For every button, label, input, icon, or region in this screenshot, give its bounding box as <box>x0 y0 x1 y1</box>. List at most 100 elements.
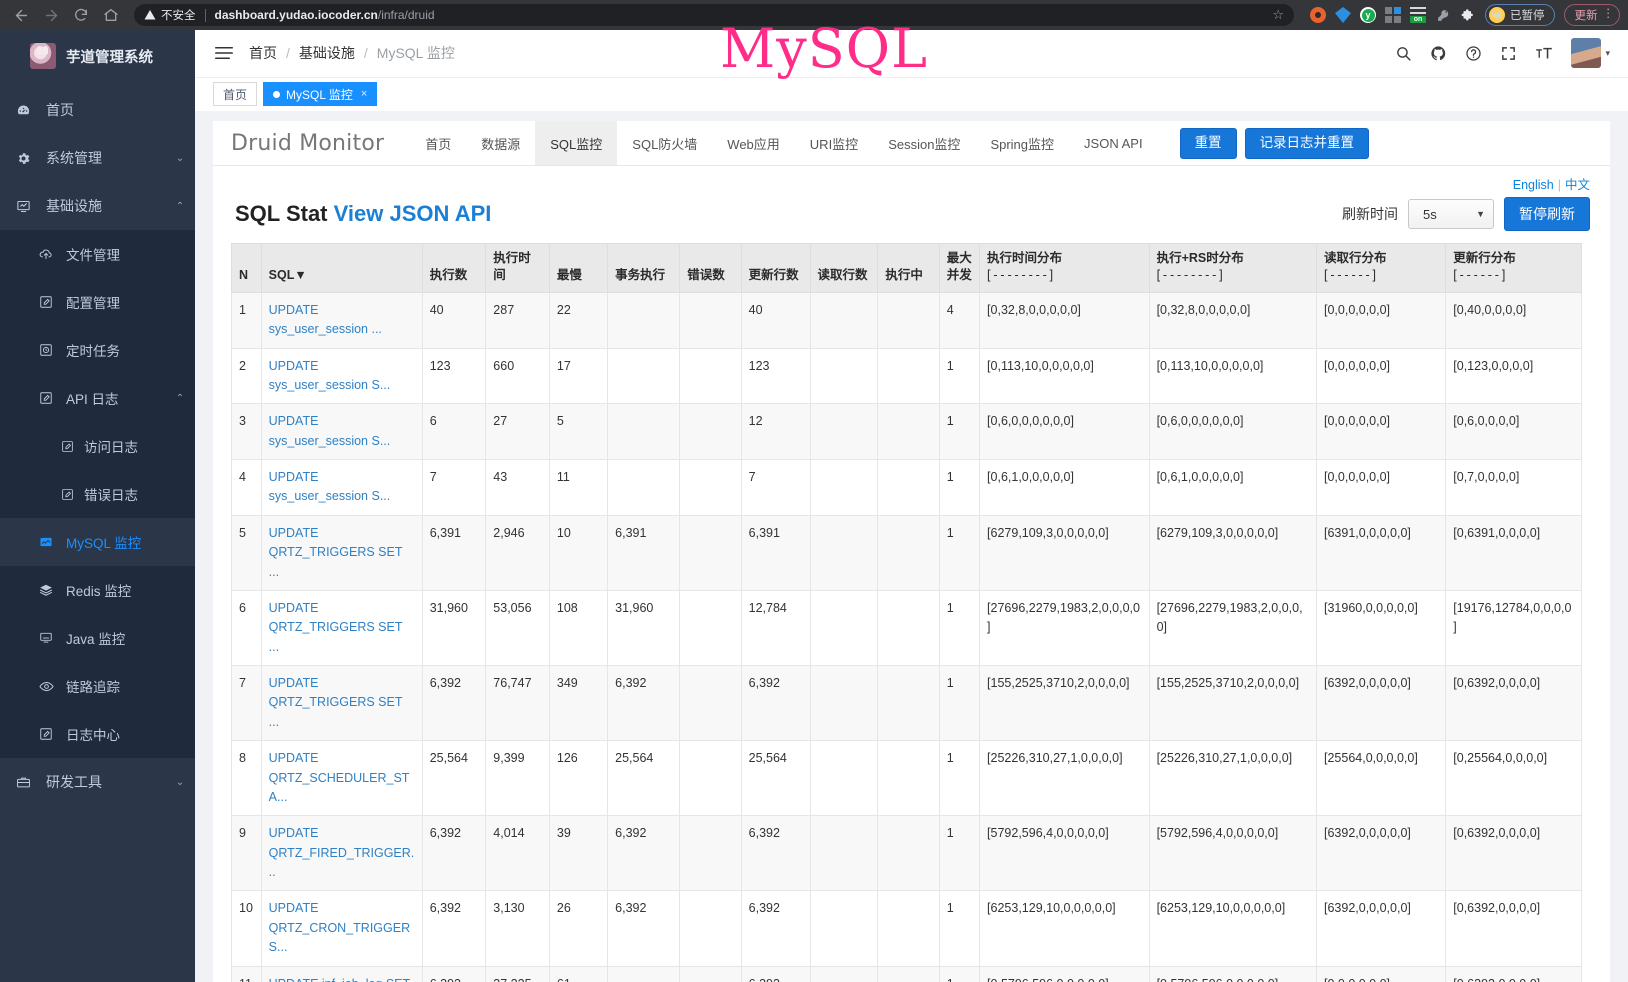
log-and-reset-button[interactable]: 记录日志并重置 <box>1244 127 1370 159</box>
extension-diamond-icon[interactable] <box>1335 7 1351 23</box>
sidebar-item-dev-tools[interactable]: 研发工具 ⌄ <box>0 758 195 806</box>
search-icon[interactable] <box>1395 45 1412 62</box>
druid-nav-home[interactable]: 首页 <box>425 136 452 152</box>
cell-sql[interactable]: UPDATE QRTZ_TRIGGERS SET ... <box>260 589 423 667</box>
user-avatar-menu[interactable]: ▾ <box>1571 38 1610 69</box>
cell-sql[interactable]: UPDATE sys_user_session S... <box>260 403 423 461</box>
col-exec-rs-dist[interactable]: 执行+RS时分布[ - - - - - - - - ] <box>1148 243 1318 293</box>
druid-nav-sql-firewall[interactable]: SQL防火墙 <box>632 136 698 152</box>
sql-link[interactable]: UPDATE sys_user_session S... <box>268 358 391 392</box>
forward-arrow-icon[interactable] <box>38 2 64 28</box>
breadcrumb-item-home[interactable]: 首页 <box>249 45 277 62</box>
hamburger-icon[interactable] <box>213 46 235 60</box>
cell-sql[interactable]: UPDATE QRTZ_CRON_TRIGGERS... <box>260 890 423 967</box>
sidebar-item-label: Redis 监控 <box>66 584 132 599</box>
col-update-rows[interactable]: 更新行数 <box>740 243 811 293</box>
col-max-concurrent[interactable]: 最大并发 <box>938 243 981 293</box>
col-running[interactable]: 执行中 <box>877 243 940 293</box>
language-chinese-link[interactable]: 中文 <box>1564 178 1590 193</box>
refresh-interval-select[interactable]: 5s ▼ <box>1408 199 1494 230</box>
reload-icon[interactable] <box>68 2 94 28</box>
sidebar-item-java-monitor[interactable]: Java 监控 <box>0 614 195 662</box>
sql-link[interactable]: UPDATE QRTZ_TRIGGERS SET ... <box>268 525 403 579</box>
druid-nav-uri-monitor[interactable]: URI监控 <box>809 136 859 152</box>
address-bar[interactable]: 不安全 dashboard.yudao.iocoder.cn /infra/dr… <box>134 4 1294 26</box>
cell-sql[interactable]: UPDATE sys_user_session S... <box>260 347 423 405</box>
sidebar-item-infra[interactable]: 基础设施 ⌃ <box>0 182 195 230</box>
sql-link[interactable]: UPDATE inf_job_log SET e... <box>269 977 410 982</box>
sidebar-brand[interactable]: 芋道管理系统 <box>0 30 195 82</box>
help-icon[interactable] <box>1465 45 1482 62</box>
sql-link[interactable]: UPDATE QRTZ_CRON_TRIGGERS... <box>268 901 411 955</box>
font-size-icon[interactable] <box>1535 45 1553 62</box>
col-transaction[interactable]: 事务执行 <box>607 243 681 293</box>
sidebar-item-mysql-monitor[interactable]: MySQL 监控 <box>0 518 195 566</box>
github-icon[interactable] <box>1430 45 1447 62</box>
back-arrow-icon[interactable] <box>8 2 34 28</box>
sidebar-item-scheduled-task[interactable]: 定时任务 <box>0 326 195 374</box>
pause-refresh-button[interactable]: 暂停刷新 <box>1504 197 1590 232</box>
tab-home[interactable]: 首页 <box>213 82 258 107</box>
col-sql[interactable]: SQL▼ <box>260 243 423 293</box>
cell-sql[interactable]: UPDATE QRTZ_SCHEDULER_STA... <box>260 740 423 817</box>
fullscreen-icon[interactable] <box>1500 45 1517 62</box>
sidebar-item-redis-monitor[interactable]: Redis 监控 <box>0 566 195 614</box>
druid-nav-datasource[interactable]: 数据源 <box>481 136 521 152</box>
sql-link[interactable]: UPDATE QRTZ_FIRED_TRIGGER... <box>268 826 415 880</box>
sidebar-item-access-log[interactable]: 访问日志 <box>0 422 195 470</box>
col-read-row-dist[interactable]: 读取行分布[ - - - - - - ] <box>1315 243 1447 293</box>
druid-nav-spring-monitor[interactable]: Spring监控 <box>990 136 1055 152</box>
col-read-rows[interactable]: 读取行数 <box>809 243 879 293</box>
view-json-api-link[interactable]: View JSON API <box>333 201 492 227</box>
breadcrumb-item-infra[interactable]: 基础设施 <box>298 45 355 62</box>
sidebar-item-trace[interactable]: 链路追踪 <box>0 662 195 710</box>
sidebar-item-config-manage[interactable]: 配置管理 <box>0 278 195 326</box>
chrome-menu-icon[interactable]: ⋮ <box>1602 8 1615 21</box>
extensions-puzzle-icon[interactable] <box>1460 7 1476 23</box>
cell-sql[interactable]: UPDATE QRTZ_TRIGGERS SET ... <box>260 665 423 742</box>
profile-paused-chip[interactable]: 😀 已暂停 <box>1485 4 1555 26</box>
language-english-link[interactable]: English <box>1512 178 1554 193</box>
close-icon[interactable]: × <box>360 88 368 101</box>
druid-nav-json-api[interactable]: JSON API <box>1084 135 1143 151</box>
tab-mysql-monitor[interactable]: MySQL 监控 × <box>263 82 378 107</box>
druid-nav-web-app[interactable]: Web应用 <box>727 136 780 152</box>
druid-nav-session-monitor[interactable]: Session监控 <box>888 136 961 152</box>
sql-link[interactable]: UPDATE sys_user_session S... <box>268 414 391 448</box>
sidebar-item-error-log[interactable]: 错误日志 <box>0 470 195 518</box>
sidebar-submenu-infra: 文件管理 配置管理 定时任务 <box>0 230 195 758</box>
col-error-count[interactable]: 错误数 <box>679 243 742 293</box>
col-update-row-dist[interactable]: 更新行分布[ - - - - - - ] <box>1445 243 1582 293</box>
cell-sql[interactable]: UPDATE inf_job_log SET e... <box>260 965 423 982</box>
sidebar-item-api-log[interactable]: API 日志 ⌃ <box>0 374 195 422</box>
bookmark-star-icon[interactable]: ☆ <box>1272 7 1284 22</box>
sidebar-item-file-manage[interactable]: 文件管理 <box>0 230 195 278</box>
extension-key-icon[interactable] <box>1435 7 1451 23</box>
sql-link[interactable]: UPDATE sys_user_session ... <box>268 302 382 337</box>
sidebar-item-log-center[interactable]: 日志中心 <box>0 710 195 758</box>
col-n[interactable]: N <box>231 243 262 293</box>
sidebar-item-system[interactable]: 系统管理 ⌄ <box>0 134 195 182</box>
update-chip[interactable]: 更新 ⋮ <box>1563 4 1620 26</box>
col-slowest[interactable]: 最慢 <box>548 243 609 293</box>
sql-link[interactable]: UPDATE QRTZ_SCHEDULER_STA... <box>268 751 410 804</box>
col-exec-time-dist[interactable]: 执行时间分布[ - - - - - - - - ] <box>979 243 1150 293</box>
extension-green-icon[interactable]: y <box>1360 7 1376 23</box>
druid-nav-sql-monitor[interactable]: SQL监控 <box>535 121 618 166</box>
home-icon[interactable] <box>98 2 124 28</box>
sidebar-item-home[interactable]: 首页 <box>0 86 195 134</box>
sql-link[interactable]: UPDATE sys_user_session S... <box>268 470 391 504</box>
sql-link[interactable]: UPDATE QRTZ_TRIGGERS SET ... <box>268 676 403 729</box>
col-exec-time[interactable]: 执行时间 <box>485 243 550 293</box>
cell-sql[interactable]: UPDATE sys_user_session S... <box>260 459 423 516</box>
extension-grid-icon[interactable] <box>1385 7 1401 23</box>
col-exec-count[interactable]: 执行数 <box>421 243 487 293</box>
extension-orange-icon[interactable] <box>1310 7 1326 23</box>
cell-sql[interactable]: UPDATE sys_user_session ... <box>260 291 423 349</box>
extension-list-on-icon[interactable]: on <box>1410 7 1426 23</box>
cell-running <box>877 403 940 461</box>
reset-button[interactable]: 重置 <box>1179 127 1237 159</box>
cell-sql[interactable]: UPDATE QRTZ_FIRED_TRIGGER... <box>260 815 423 892</box>
cell-sql[interactable]: UPDATE QRTZ_TRIGGERS SET ... <box>260 514 423 591</box>
sql-link[interactable]: UPDATE QRTZ_TRIGGERS SET ... <box>268 600 403 654</box>
